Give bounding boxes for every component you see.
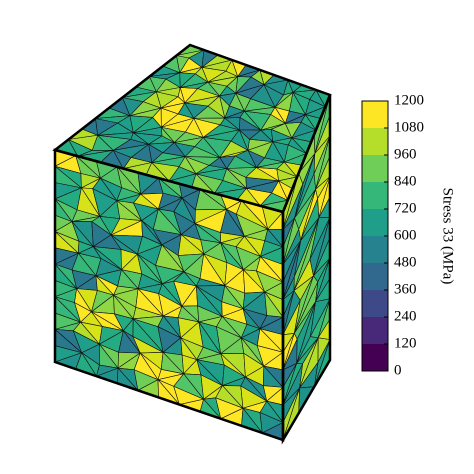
colorbar-tick-label: 960	[394, 146, 417, 162]
colorbar-band	[362, 263, 388, 290]
colorbar-tick-label: 120	[394, 335, 417, 351]
colorbar-tick-label: 600	[394, 227, 417, 243]
colorbar-band	[362, 344, 388, 371]
colorbar-tick-label: 360	[394, 281, 417, 297]
colorbar-band	[362, 182, 388, 209]
colorbar-tick-label: 1080	[394, 119, 424, 135]
colorbar: 0 120 240 360 480 600 720 840 960 1080 1200	[361, 92, 424, 378]
colorbar-band	[362, 290, 388, 317]
colorbar-band	[362, 317, 388, 344]
colorbar-tick-label: 1200	[394, 92, 424, 108]
colorbar-tick-label: 720	[394, 200, 417, 216]
colorbar-label: Stress 33 (MPa)	[440, 188, 456, 285]
colorbar-band	[362, 209, 388, 236]
right-face-edge	[281, 94, 332, 445]
colorbar-band	[362, 128, 388, 155]
colorbar-band	[362, 101, 388, 128]
mesh	[54, 44, 331, 441]
colorbar-tick-label: 240	[394, 308, 417, 324]
colorbar-band	[362, 155, 388, 182]
colorbar-tick-label: 840	[394, 173, 417, 189]
colorbar-band	[362, 236, 388, 263]
cube-outline	[52, 43, 332, 445]
colorbar-tick-label: 480	[394, 254, 417, 270]
colorbar-tick-label: 0	[394, 362, 402, 378]
